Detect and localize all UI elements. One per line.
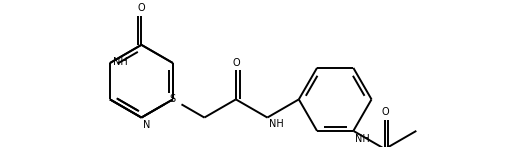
Text: N: N	[143, 120, 150, 130]
Text: O: O	[381, 107, 389, 117]
Text: S: S	[170, 94, 176, 104]
Text: NH: NH	[112, 57, 127, 67]
Text: NH: NH	[355, 133, 370, 144]
Text: NH: NH	[269, 119, 284, 129]
Text: O: O	[138, 3, 145, 13]
Text: O: O	[232, 58, 240, 68]
